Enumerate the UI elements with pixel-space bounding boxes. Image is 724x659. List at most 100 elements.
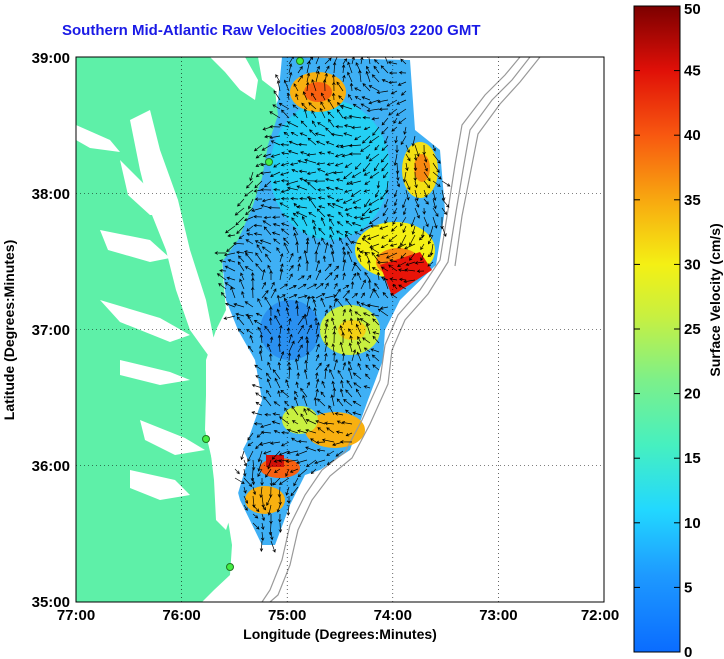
velocity-arrow [382, 171, 389, 179]
map-grid [76, 57, 604, 602]
y-tick-label: 35:00 [32, 594, 70, 611]
velocity-arrow [287, 496, 291, 504]
velocity-arrow [342, 308, 346, 317]
velocity-arrow [335, 298, 344, 308]
velocity-arrow [360, 103, 371, 110]
velocity-arrow [276, 308, 281, 317]
velocity-arrow [277, 361, 281, 371]
velocity-arrow [324, 421, 335, 425]
velocity-arrow [342, 290, 350, 299]
velocity-arrow [366, 353, 371, 362]
velocity-arrow [259, 344, 263, 353]
velocity-arrow [391, 225, 398, 232]
velocity-arrow [288, 252, 294, 263]
velocity-arrow [285, 468, 290, 477]
velocity-arrow [320, 101, 326, 110]
velocity-arrow [331, 73, 336, 83]
velocity-arrow [273, 162, 281, 168]
velocity-arrow [335, 144, 344, 148]
velocity-arrow [393, 153, 398, 167]
velocity-arrow [413, 171, 417, 182]
velocity-arrow [375, 189, 380, 198]
velocity-arrow [243, 486, 247, 494]
velocity-arrow [402, 225, 407, 234]
velocity-arrow [297, 468, 308, 478]
velocity-arrow [269, 441, 281, 445]
velocity-arrow [324, 341, 329, 353]
velocity-arrow [364, 252, 371, 263]
velocity-arrow [389, 243, 398, 247]
velocity-arrow [277, 342, 282, 353]
velocity-arrow [218, 283, 227, 290]
plot-frame [75, 56, 605, 603]
velocity-arrow [263, 450, 272, 455]
velocity-arrow [253, 421, 263, 426]
velocity-arrow [357, 362, 362, 371]
velocity-arrow [279, 351, 285, 362]
velocity-arrow [330, 132, 344, 137]
velocity-arrow [380, 153, 389, 163]
velocity-arrow [367, 234, 380, 240]
velocity-arrow [294, 358, 299, 371]
velocity-arrow [348, 143, 362, 148]
velocity-arrow [343, 171, 353, 180]
velocity-arrow [277, 390, 281, 398]
velocity-arrow [336, 178, 344, 182]
velocity-arrow [371, 251, 380, 263]
velocity-arrow [297, 336, 304, 344]
velocity-arrow [367, 279, 372, 290]
velocity-arrow [376, 90, 389, 95]
velocity-arrow [336, 81, 344, 92]
velocity-arrow [405, 144, 410, 154]
velocity-arrow [270, 288, 277, 299]
velocity-arrow [251, 207, 263, 212]
bathymetry-contours [261, 57, 541, 602]
velocity-arrow [324, 282, 329, 290]
velocity-arrow [312, 225, 317, 236]
velocity-arrow [298, 169, 308, 174]
velocity-arrow [326, 162, 335, 166]
velocity-arrow [315, 440, 326, 445]
velocity-arrow [305, 428, 317, 434]
velocity-arrow [267, 504, 272, 516]
velocity-arrow [345, 409, 353, 416]
velocity-arrow [306, 283, 318, 290]
velocity-arrow [288, 293, 298, 299]
velocity-arrow [363, 126, 371, 131]
velocity-arrow [302, 394, 308, 407]
velocity-arrow [279, 202, 290, 209]
velocity-arrow [398, 70, 407, 75]
velocity-arrow [280, 389, 290, 398]
velocity-arrow [376, 260, 389, 265]
velocity-arrow [292, 212, 299, 218]
velocity-arrow [301, 215, 308, 227]
velocity-arrow [297, 255, 302, 263]
velocity-arrow [325, 141, 335, 146]
velocity-arrow [267, 264, 272, 272]
velocity-arrow [260, 423, 272, 429]
velocity-arrow [388, 264, 398, 272]
velocity-arrow [363, 347, 371, 353]
velocity-arrow [243, 477, 253, 487]
velocity-arrow [226, 243, 236, 253]
velocity-arrow [385, 180, 389, 194]
velocity-arrow [300, 413, 308, 425]
velocity-arrow [398, 284, 407, 290]
velocity-arrow [317, 188, 326, 192]
velocity-arrow [327, 98, 335, 110]
velocity-arrow [386, 99, 398, 107]
velocity-arrow [235, 250, 245, 255]
velocity-arrow [423, 171, 431, 182]
velocity-arrow [312, 234, 317, 245]
velocity-arrow [411, 135, 416, 147]
velocity-arrow [225, 225, 236, 234]
velocity-arrow [347, 93, 353, 101]
velocity-arrow [432, 198, 437, 210]
velocity-arrow [351, 292, 358, 299]
velocity-arrow [334, 412, 344, 416]
colorbar-tick-label: 0 [684, 644, 692, 659]
velocity-arrow [284, 297, 290, 308]
velocity-arrow [357, 253, 362, 263]
velocity-arrow [369, 224, 380, 228]
